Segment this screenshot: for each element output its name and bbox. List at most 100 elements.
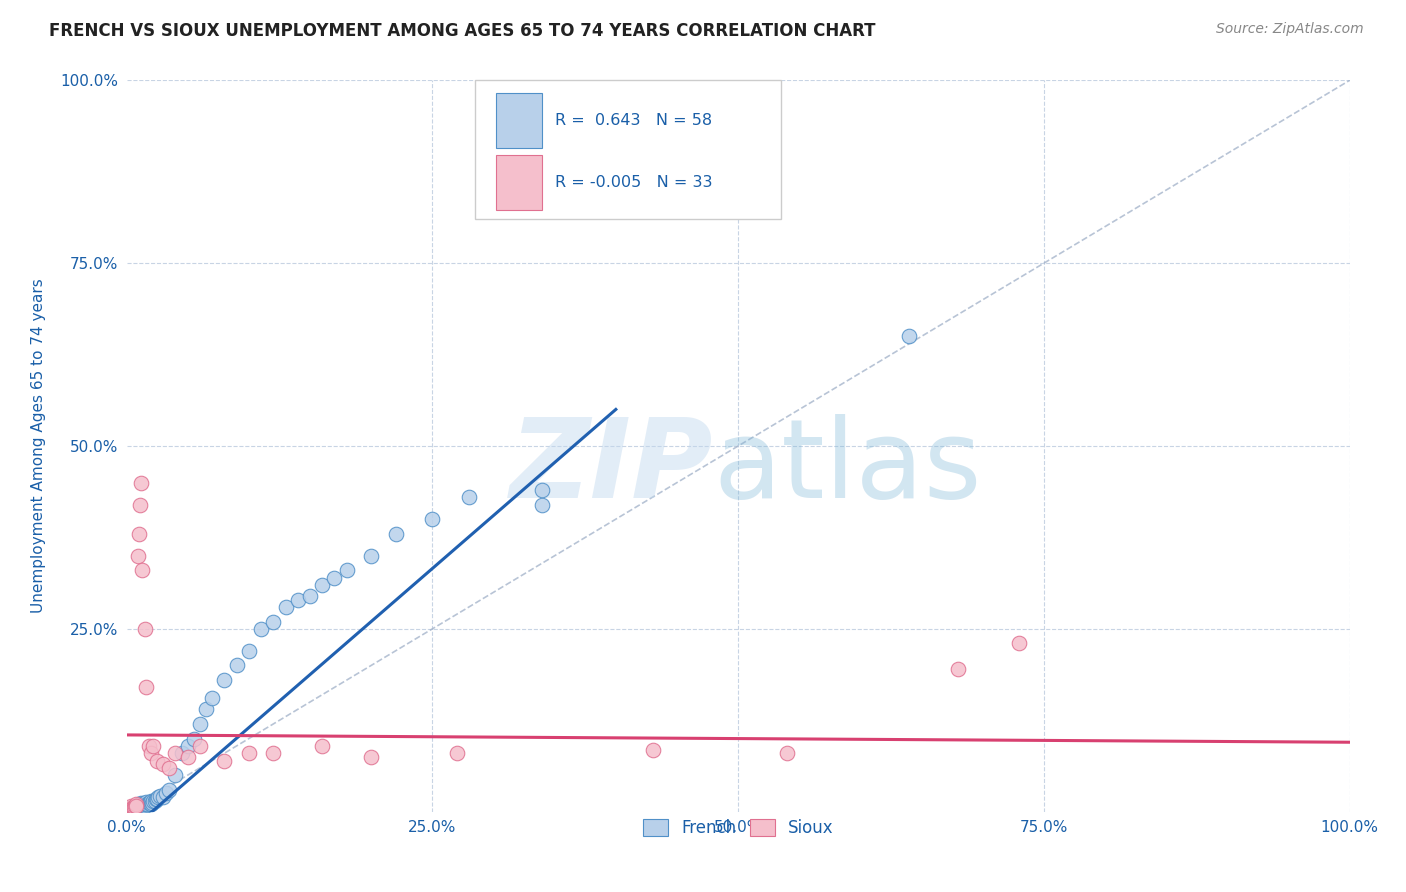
Point [128,797,150,812]
Point [146,754,169,768]
FancyBboxPatch shape [496,155,543,211]
Point [135,797,157,811]
Point [360,549,382,563]
FancyBboxPatch shape [475,80,780,219]
Point [1008,636,1031,650]
Point [148,789,170,803]
Point [446,746,468,760]
Point [214,754,236,768]
Point [135,795,157,809]
Point [152,790,174,805]
Point [157,782,180,797]
Point [274,599,297,614]
Point [422,512,444,526]
Point [142,739,165,753]
Point [336,563,359,577]
Point [299,589,322,603]
Point [142,794,165,808]
Point [195,702,218,716]
Point [776,746,799,760]
Point [129,797,152,812]
Point [188,717,211,731]
Point [120,798,142,813]
Point [183,731,205,746]
Point [128,800,150,814]
Text: atlas: atlas [714,415,983,522]
Text: FRENCH VS SIOUX UNEMPLOYMENT AMONG AGES 65 TO 74 YEARS CORRELATION CHART: FRENCH VS SIOUX UNEMPLOYMENT AMONG AGES … [49,22,876,40]
Point [139,795,162,809]
Point [141,796,163,810]
Point [125,801,148,815]
Point [201,691,224,706]
Point [948,662,970,676]
Point [138,796,160,810]
Point [145,792,167,806]
Point [129,796,152,810]
Point [898,329,921,343]
Point [146,791,169,805]
Point [134,798,156,813]
Legend: French, Sioux: French, Sioux [636,812,841,844]
Text: R = -0.005   N = 33: R = -0.005 N = 33 [554,175,713,190]
Point [531,498,554,512]
Point [128,526,150,541]
Point [138,739,160,753]
Point [124,798,146,813]
Point [157,761,180,775]
Point [287,592,309,607]
Point [120,801,142,815]
Point [155,787,177,801]
Point [129,801,152,815]
Point [121,801,143,815]
Point [132,796,155,810]
Point [188,739,211,753]
Point [131,563,153,577]
Text: Source: ZipAtlas.com: Source: ZipAtlas.com [1216,22,1364,37]
Point [641,742,664,756]
Point [262,746,284,760]
Point [139,794,162,808]
Text: ZIP: ZIP [510,415,714,522]
Point [214,673,236,687]
Point [165,746,187,760]
Point [122,800,145,814]
Point [121,799,143,814]
Point [531,483,554,497]
Point [165,768,187,782]
Point [127,798,149,813]
Point [135,681,157,695]
Point [225,658,247,673]
Point [360,749,382,764]
Point [125,797,148,812]
Point [143,794,166,808]
Point [311,739,333,753]
Point [238,746,260,760]
Point [323,571,346,585]
Point [139,797,162,812]
FancyBboxPatch shape [496,93,543,148]
Point [131,799,153,814]
Point [127,549,149,563]
Point [170,746,193,760]
Point [134,797,156,812]
Point [134,622,156,636]
Point [250,622,273,636]
Y-axis label: Unemployment Among Ages 65 to 74 years: Unemployment Among Ages 65 to 74 years [31,278,46,614]
Point [262,615,284,629]
Text: R =  0.643   N = 58: R = 0.643 N = 58 [554,113,711,128]
Point [125,798,148,813]
Point [129,498,152,512]
Point [132,798,155,813]
Point [458,490,481,504]
Point [177,749,200,764]
Point [129,798,152,813]
Point [311,578,333,592]
Point [124,799,146,814]
Point [129,475,152,490]
Point [139,746,162,760]
Point [177,739,200,753]
Point [238,644,260,658]
Point [136,797,159,812]
Point [131,797,153,812]
Point [148,790,170,805]
